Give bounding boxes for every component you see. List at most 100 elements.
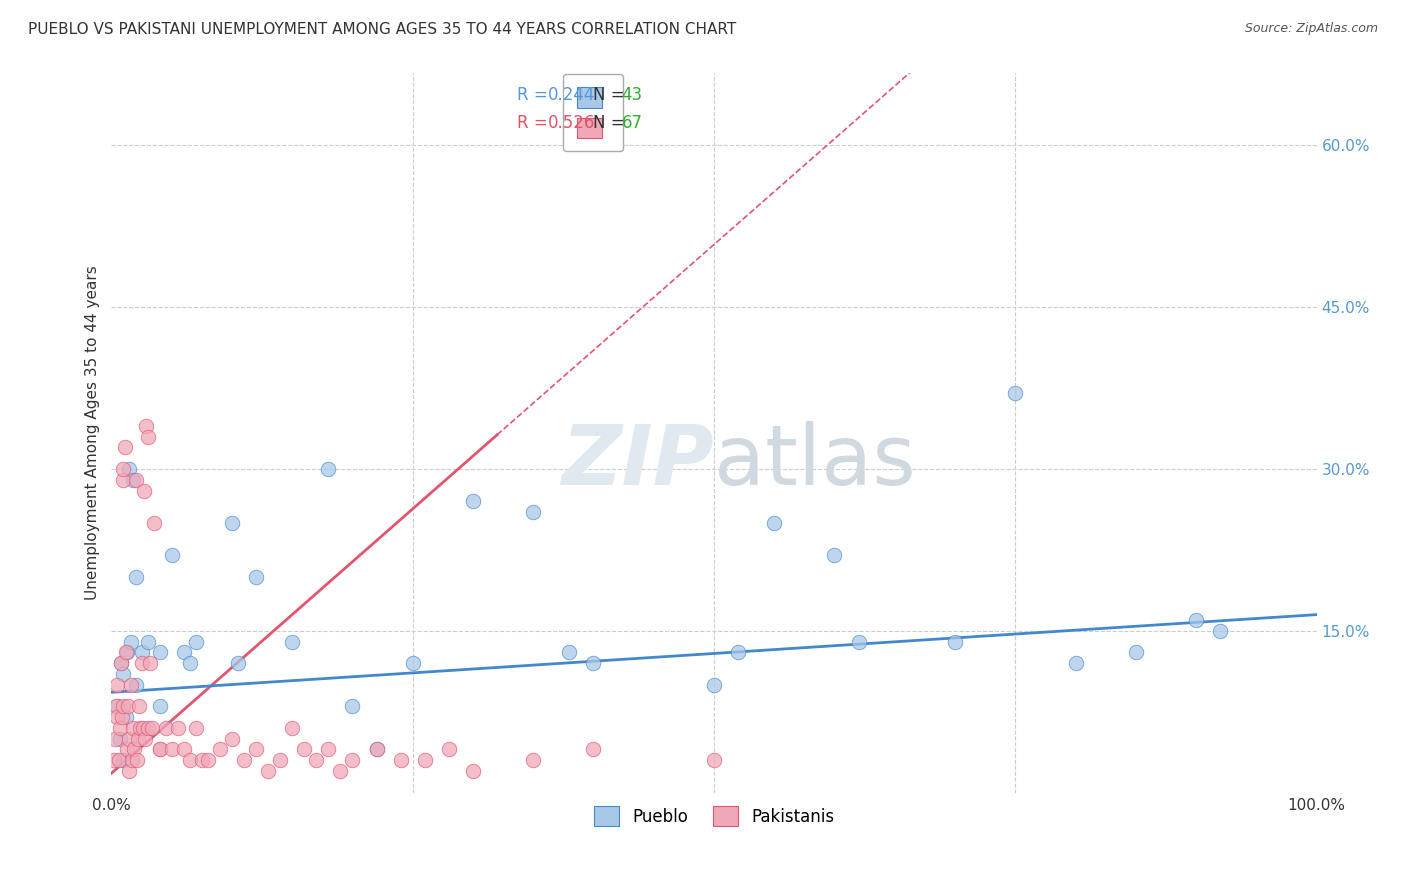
Legend: Pueblo, Pakistanis: Pueblo, Pakistanis <box>585 797 842 835</box>
Text: 43: 43 <box>621 87 643 104</box>
Point <box>413 753 436 767</box>
Point <box>107 678 129 692</box>
Point <box>173 742 195 756</box>
Point <box>318 742 340 756</box>
Point <box>245 742 267 756</box>
Point <box>184 634 207 648</box>
Point <box>132 483 155 498</box>
Point <box>1185 613 1208 627</box>
Point <box>943 634 966 648</box>
Point <box>318 462 340 476</box>
Point <box>120 678 142 692</box>
Point <box>122 721 145 735</box>
Point <box>522 753 544 767</box>
Point <box>366 742 388 756</box>
Point <box>763 516 786 530</box>
Point <box>197 753 219 767</box>
Text: PUEBLO VS PAKISTANI UNEMPLOYMENT AMONG AGES 35 TO 44 YEARS CORRELATION CHART: PUEBLO VS PAKISTANI UNEMPLOYMENT AMONG A… <box>28 22 737 37</box>
Point <box>131 645 153 659</box>
Text: Source: ZipAtlas.com: Source: ZipAtlas.com <box>1244 22 1378 36</box>
Point <box>245 570 267 584</box>
Point <box>226 656 249 670</box>
Point <box>112 667 135 681</box>
Point <box>136 721 159 735</box>
Y-axis label: Unemployment Among Ages 35 to 44 years: Unemployment Among Ages 35 to 44 years <box>86 266 100 600</box>
Point <box>118 462 141 476</box>
Point <box>149 742 172 756</box>
Point <box>582 656 605 670</box>
Point <box>389 753 412 767</box>
Point <box>149 742 172 756</box>
Point <box>125 753 148 767</box>
Text: N =: N = <box>593 114 630 132</box>
Point <box>437 742 460 756</box>
Point <box>117 699 139 714</box>
Point <box>160 742 183 756</box>
Point <box>111 710 134 724</box>
Point <box>112 473 135 487</box>
Point <box>269 753 291 767</box>
Point <box>208 742 231 756</box>
Point <box>461 494 484 508</box>
Point <box>128 699 150 714</box>
Point <box>155 721 177 735</box>
Text: atlas: atlas <box>714 421 915 502</box>
Point <box>139 656 162 670</box>
Point <box>179 656 201 670</box>
Point <box>124 473 146 487</box>
Point <box>134 731 156 746</box>
Point <box>461 764 484 778</box>
Point <box>166 721 188 735</box>
Point <box>292 742 315 756</box>
Text: N =: N = <box>593 87 630 104</box>
Point <box>149 699 172 714</box>
Point <box>110 656 132 670</box>
Point <box>112 699 135 714</box>
Point <box>108 731 131 746</box>
Point <box>1125 645 1147 659</box>
Point <box>124 742 146 756</box>
Text: R =: R = <box>517 114 554 132</box>
Point <box>114 441 136 455</box>
Point <box>104 731 127 746</box>
Point <box>281 634 304 648</box>
Text: 0.244: 0.244 <box>548 87 596 104</box>
Point <box>112 462 135 476</box>
Point <box>131 656 153 670</box>
Point <box>221 516 243 530</box>
Point <box>107 710 129 724</box>
Point <box>129 721 152 735</box>
Point <box>727 645 749 659</box>
Point <box>118 731 141 746</box>
Point <box>848 634 870 648</box>
Point <box>115 645 138 659</box>
Point <box>1004 386 1026 401</box>
Point <box>112 753 135 767</box>
Point <box>136 634 159 648</box>
Point <box>107 753 129 767</box>
Point <box>257 764 280 778</box>
Point <box>124 678 146 692</box>
Point <box>522 505 544 519</box>
Point <box>179 753 201 767</box>
Text: R =: R = <box>517 87 554 104</box>
Point <box>703 678 725 692</box>
Point <box>124 570 146 584</box>
Point <box>115 742 138 756</box>
Text: 0.526: 0.526 <box>548 114 596 132</box>
Text: 67: 67 <box>621 114 643 132</box>
Point <box>173 645 195 659</box>
Point <box>120 634 142 648</box>
Point <box>191 753 214 767</box>
Point <box>366 742 388 756</box>
Point <box>160 549 183 563</box>
Point <box>118 764 141 778</box>
Point <box>136 429 159 443</box>
Point <box>105 699 128 714</box>
Point <box>703 753 725 767</box>
Point <box>108 721 131 735</box>
Point <box>1209 624 1232 638</box>
Point <box>1064 656 1087 670</box>
Point <box>103 753 125 767</box>
Point <box>115 645 138 659</box>
